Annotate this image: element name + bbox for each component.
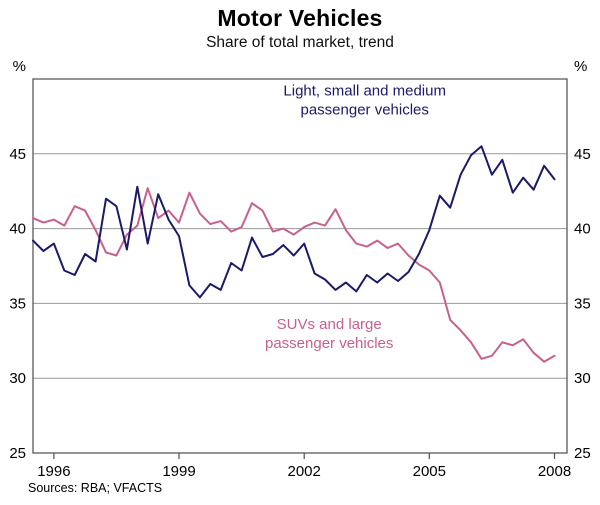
label-suv-large: passenger vehicles <box>265 335 393 352</box>
plot-frame <box>32 78 568 454</box>
label-light-small-medium: passenger vehicles <box>300 102 428 119</box>
x-tick-label: 1996 <box>37 463 70 480</box>
label-suv-large: SUVs and large <box>277 316 382 333</box>
series-line-light-small-medium <box>32 145 556 299</box>
y-tick-label-left: 30 <box>9 370 26 387</box>
series-line-suv-large <box>32 187 556 363</box>
x-tick-label: 2008 <box>538 463 571 480</box>
chart-title: Motor Vehicles <box>217 5 383 31</box>
x-tick-label: 2002 <box>288 463 321 480</box>
y-tick-label-left: 25 <box>9 445 26 462</box>
x-tick-label: 2005 <box>413 463 446 480</box>
x-tick-label: 1999 <box>162 463 195 480</box>
line-chart-canvas: 25 25 30 30 35 35 40 40 45 45% % 1996 1999 2002 2005 20… <box>9 58 591 480</box>
y-tick-label-right: 35 <box>574 295 591 312</box>
y-tick-label-left: 45 <box>9 146 26 163</box>
y-tick-label-right: 45 <box>574 146 591 163</box>
y-tick-label-left: 40 <box>9 221 26 238</box>
y-tick-label-left: 35 <box>9 295 26 312</box>
y-tick-label-right: 25 <box>574 445 591 462</box>
y-tick-label-right: 30 <box>574 370 591 387</box>
y-tick-label-right: 40 <box>574 221 591 238</box>
label-light-small-medium: Light, small and medium <box>283 83 446 100</box>
chart-subtitle: Share of total market, trend <box>206 34 394 51</box>
unit-label-left: % <box>13 58 26 75</box>
sources-note: Sources: RBA; VFACTS <box>28 481 163 495</box>
unit-label-right: % <box>574 58 587 75</box>
